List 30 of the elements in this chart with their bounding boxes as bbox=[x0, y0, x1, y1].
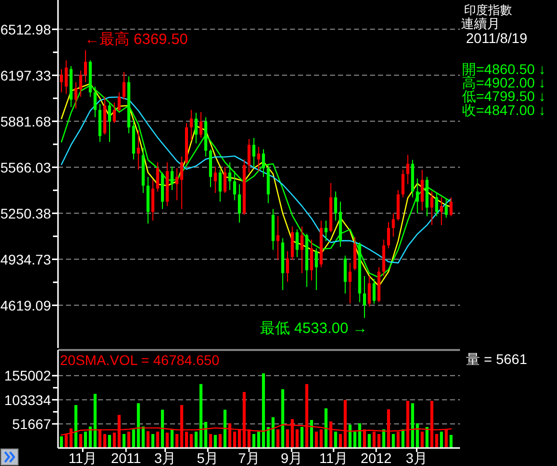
y-tick-label: 5566.03 bbox=[0, 159, 51, 176]
y-tick-label: 155002 bbox=[4, 368, 51, 384]
annotation: 量 = 5661 bbox=[466, 351, 528, 367]
annotation: 最低 4533.00 → bbox=[260, 320, 368, 337]
x-tick-label: 2012 bbox=[360, 450, 392, 466]
y-tick-label: 4619.09 bbox=[0, 297, 51, 314]
y-tick-label: 6512.98 bbox=[0, 21, 51, 38]
y-tick-label: 4934.73 bbox=[0, 251, 51, 268]
subtitle: 連續月 bbox=[461, 16, 500, 31]
x-tick-label: 2011 bbox=[110, 450, 142, 466]
x-tick-label: 11月 bbox=[68, 450, 97, 466]
x-tick-label: 3月 bbox=[154, 450, 176, 466]
y-tick-label: 51667 bbox=[12, 416, 51, 432]
x-tick-label: 9月 bbox=[280, 450, 303, 466]
y-tick-label: 5881.68 bbox=[0, 113, 51, 130]
annotation: 高=4902.00 ↓ bbox=[462, 74, 546, 91]
y-tick-label: 5250.38 bbox=[0, 205, 51, 222]
y-tick-label: 6197.33 bbox=[0, 67, 51, 84]
annotation: ←最高 6369.50 bbox=[84, 31, 188, 48]
annotation: 開=4860.50 ↓ bbox=[462, 61, 546, 77]
annotation: 2011/8/19 bbox=[466, 30, 528, 46]
x-tick-label: 7月 bbox=[238, 450, 260, 466]
title: 印度指數 bbox=[464, 3, 512, 17]
x-tick-label: 5月 bbox=[196, 450, 219, 466]
x-tick-label: 11月 bbox=[319, 450, 348, 466]
legend: 20SMA.VOL = 46784.650 bbox=[60, 352, 220, 368]
annotation: 收=4847.00 ↓ bbox=[462, 102, 546, 118]
x-tick-label: 3月 bbox=[406, 450, 428, 466]
y-tick-label: 103334 bbox=[4, 392, 51, 408]
annotation: 低=4799.50 ↓ bbox=[462, 88, 546, 104]
